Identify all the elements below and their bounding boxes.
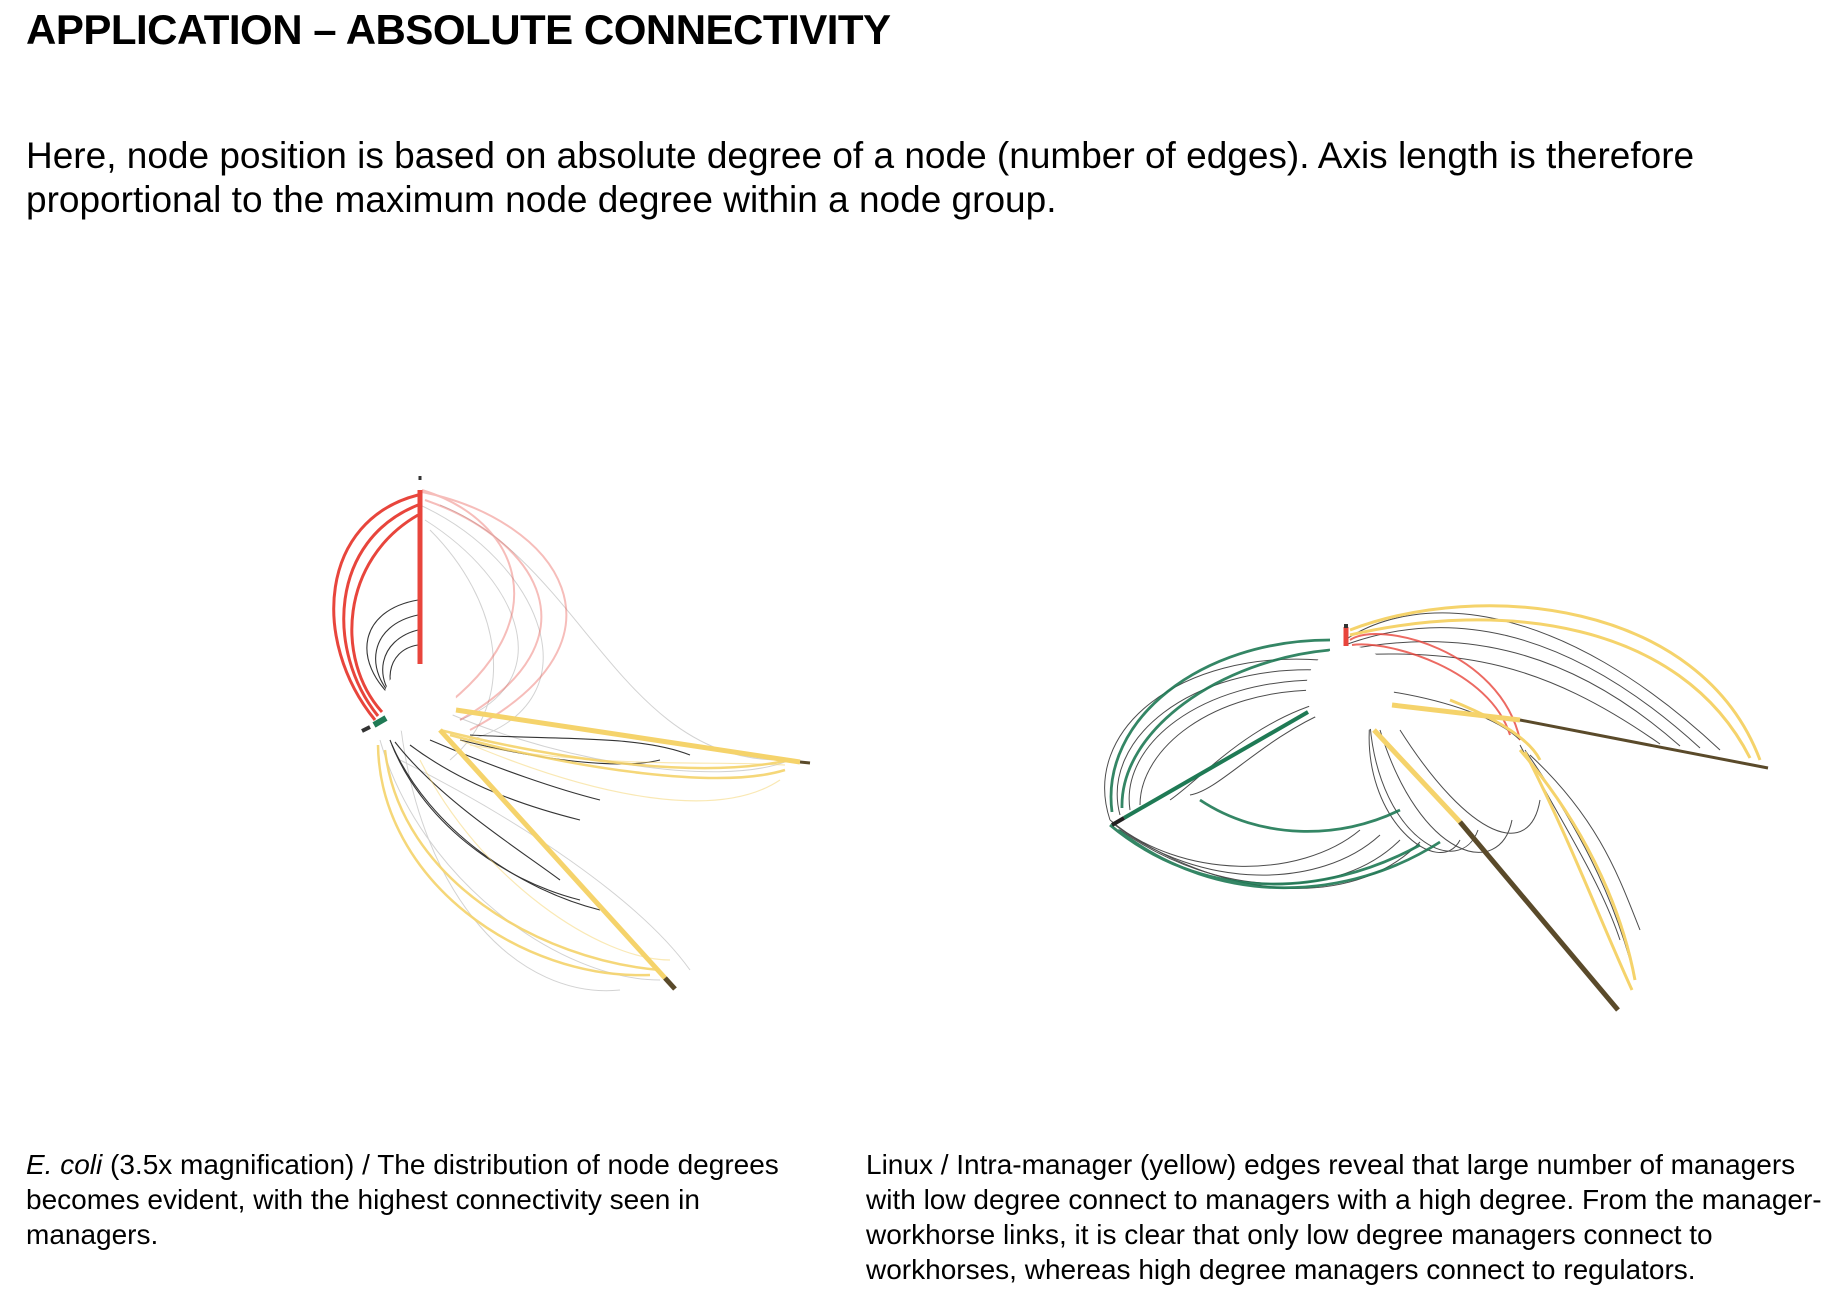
linux-dark-edges xyxy=(1104,612,1721,961)
linux-manager-axis-down-tip xyxy=(1458,820,1620,1012)
ecoli-caption-text: (3.5x magnification) / The distribution … xyxy=(26,1149,779,1250)
page-title: APPLICATION – ABSOLUTE CONNECTIVITY xyxy=(26,6,891,53)
linux-workhorse-axis-tip xyxy=(1110,816,1126,827)
ecoli-manager-axis-right-tip xyxy=(799,760,811,765)
ecoli-workhorse-axis-tip xyxy=(361,725,371,733)
ecoli-manager-edges xyxy=(376,728,791,977)
ecoli-manager-faint-edges xyxy=(419,739,786,961)
ecoli-hive-svg xyxy=(332,476,811,992)
ecoli-caption: E. coli (3.5x magnification) / The distr… xyxy=(26,1147,816,1252)
linux-workhorse-edges xyxy=(1109,638,1441,890)
linux-manager-axis-right xyxy=(1391,702,1521,723)
linux-manager-axis-down xyxy=(1372,728,1462,824)
ecoli-regulator-strong-edges xyxy=(332,493,419,721)
linux-hive-plot xyxy=(1100,600,1800,1020)
ecoli-manager-axis-down-tip xyxy=(663,976,677,991)
linux-caption: Linux / Intra-manager (yellow) edges rev… xyxy=(866,1149,1822,1285)
ecoli-hive-plot xyxy=(300,460,840,1020)
intro-paragraph: Here, node position is based on absolute… xyxy=(26,135,1695,220)
linux-workhorse-axis xyxy=(1123,710,1309,820)
ecoli-manager-axis-right xyxy=(455,707,801,765)
linux-regulator-edges xyxy=(1349,633,1521,741)
linux-center-hole xyxy=(1306,646,1394,734)
ecoli-workhorse-axis xyxy=(372,715,388,728)
linux-manager-axis-right-tip xyxy=(1519,718,1769,770)
ecoli-manager-axis-down xyxy=(438,728,667,980)
linux-manager-edges xyxy=(1349,604,1762,991)
ecoli-caption-species: E. coli xyxy=(26,1149,103,1180)
linux-hive-svg xyxy=(1104,604,1769,1012)
ecoli-center-hole xyxy=(384,664,456,736)
ecoli-light-edges xyxy=(379,504,791,992)
ecoli-regulator-edges xyxy=(421,489,568,731)
